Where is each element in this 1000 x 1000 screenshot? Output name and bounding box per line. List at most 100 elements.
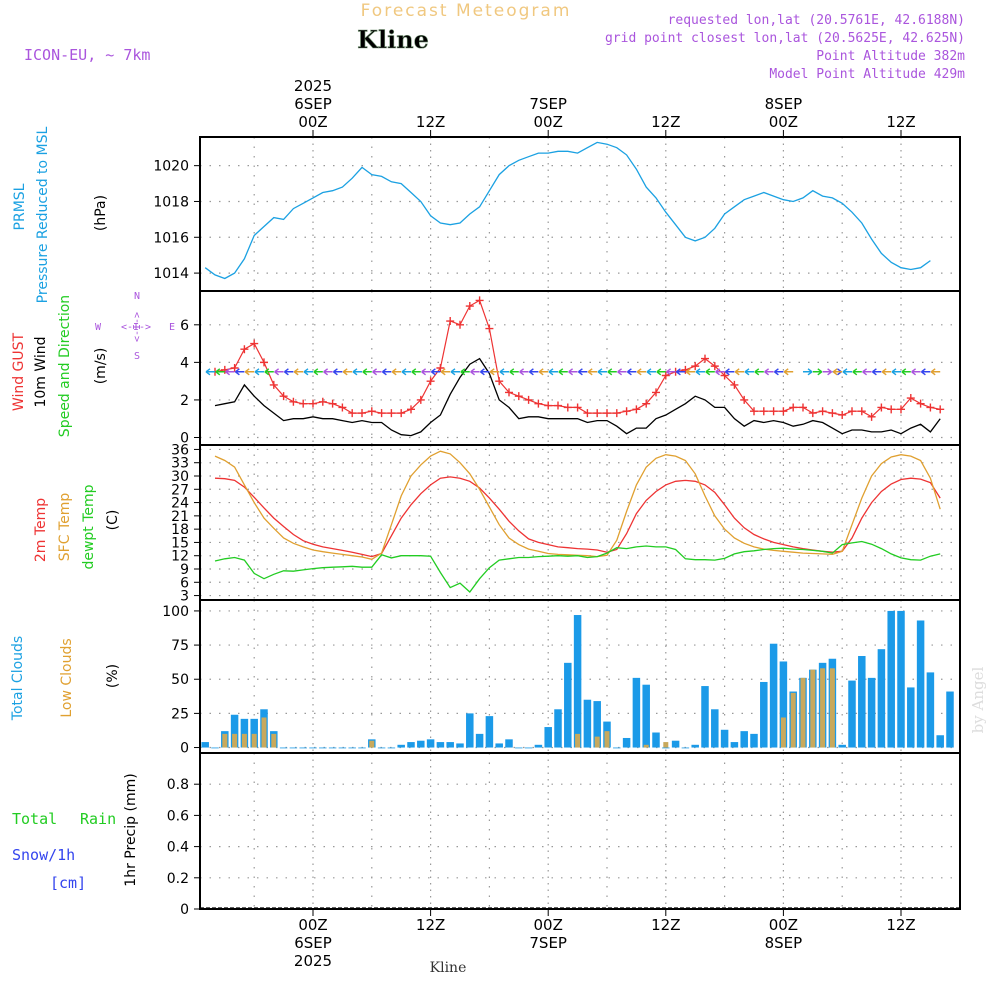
temperature-tick-label: 12	[171, 549, 189, 565]
watermark: by Angel	[969, 666, 987, 733]
gust-point	[799, 403, 807, 412]
low-cloud-bar	[780, 717, 786, 748]
gust-point	[338, 403, 347, 412]
gust-point	[367, 407, 376, 416]
wind-direction-arrow	[342, 368, 353, 376]
wind-direction-arrow	[891, 368, 901, 376]
wind-unit: (m/s)	[93, 348, 109, 385]
total-cloud-bar	[544, 727, 552, 748]
wind-direction-arrow	[754, 368, 764, 376]
wind-direction-arrow	[822, 368, 833, 376]
wind-direction-arrow	[254, 368, 264, 376]
total-cloud-bar	[652, 732, 660, 748]
wind-direction-arrow	[538, 368, 549, 376]
temperature-tick-label: 3	[180, 589, 189, 605]
wind-direction-arrow	[430, 368, 441, 376]
total-cloud-bar	[319, 747, 327, 749]
compass-west: W	[95, 322, 102, 333]
temperature-tick-label: 24	[171, 496, 189, 512]
total-cloud-bar	[377, 747, 386, 749]
gust-point	[730, 380, 739, 389]
wind-direction-arrow	[352, 368, 362, 376]
total-cloud-bar	[485, 716, 494, 748]
wind-tick-label: 4	[180, 355, 189, 371]
temperature-plot-area	[200, 445, 960, 600]
precip-labels: Total Rain Snow/1h [cm] 1hr Precip (mm)	[12, 773, 139, 892]
model-name: ICON-EU, ~ 7km	[24, 46, 150, 64]
total-cloud-bar	[230, 714, 239, 748]
wind-direction-arrow	[509, 368, 519, 376]
gust-point	[475, 296, 484, 305]
panel-frame	[199, 752, 961, 910]
total-cloud-bar	[417, 740, 425, 748]
clouds-tick-label: 75	[171, 638, 189, 654]
total-cloud-bar	[926, 672, 935, 748]
wind-direction-arrow	[470, 368, 480, 376]
bottom-time-label: 8SEP	[765, 934, 803, 952]
low-cloud-bar	[222, 733, 228, 748]
gust-point	[554, 401, 562, 410]
sfc-label: SFC Temp	[57, 493, 73, 562]
total-cloud-bar	[583, 699, 592, 748]
precip-panel: 0 0.2 0.4 0.6 0.8	[167, 753, 960, 918]
wind-direction-arrow	[881, 368, 892, 376]
clouds-series	[201, 610, 954, 749]
wind-labels: Wind GUST 10m Wind Speed and Direction (…	[11, 291, 175, 437]
wind-direction-arrow	[656, 368, 666, 376]
wind-direction-arrow	[519, 368, 529, 376]
total-cloud-bar	[887, 610, 895, 748]
wind-direction-arrow	[617, 368, 627, 376]
gust-point	[808, 409, 817, 418]
total-cloud-bar	[436, 742, 445, 748]
gust-point	[514, 392, 523, 401]
wind-speed-line	[214, 357, 941, 437]
wind-direction-arrow	[626, 368, 637, 376]
wind-direction-arrow	[528, 368, 539, 376]
gust-point	[828, 409, 837, 418]
clouds-labels: Total Clouds Low Clouds (%)	[10, 636, 121, 721]
clouds-tick-label: 100	[162, 604, 189, 620]
gust-point	[416, 395, 425, 404]
gust-point	[495, 377, 504, 386]
clouds-unit: (%)	[105, 664, 121, 688]
gust-point	[593, 409, 602, 418]
compass-east: E	[169, 322, 175, 333]
wind-direction-arrow	[372, 368, 382, 376]
total-cloud-bar	[946, 691, 954, 748]
wind-tick-label: 6	[180, 318, 189, 334]
low-cloud-bar	[232, 733, 238, 748]
gust-point	[750, 407, 758, 416]
gust-point	[691, 362, 700, 371]
gust-point	[583, 409, 592, 418]
total-cloud-bar	[593, 701, 601, 748]
wind-direction-arrow	[548, 368, 558, 376]
top-time-label: 12Z	[416, 113, 445, 131]
wind-direction-arrow	[783, 368, 794, 376]
precip-axis-label: 1hr Precip (mm)	[123, 773, 139, 886]
precip-tick-label: 0.6	[167, 808, 189, 824]
pressure-panel: 1014 1016 1018 1020	[153, 137, 960, 291]
snow-label: Snow/1h	[12, 846, 75, 864]
pressure-labels: PRMSL Pressure Reduced to MSL (hPa)	[12, 126, 109, 303]
total-cloud-bar	[426, 739, 435, 748]
wind-direction-arrow	[744, 368, 754, 376]
gust-point	[632, 405, 641, 414]
total-cloud-bar	[642, 684, 650, 748]
total-cloud-bar	[289, 747, 298, 749]
temperature-tick-label: 15	[171, 535, 189, 551]
total-cloud-bar	[495, 743, 503, 748]
rain-label-b: Rain	[80, 810, 116, 828]
total-cloud-bar	[573, 615, 582, 748]
wind-direction-arrow	[274, 368, 284, 376]
temperature-tick-label: 36	[171, 442, 189, 458]
total-cloud-bar	[328, 747, 337, 749]
wind-direction-arrow	[332, 368, 343, 376]
temperature-tick-label: 21	[171, 509, 189, 525]
low-cloud-bar	[251, 733, 257, 748]
temperature-tick-label: 18	[171, 522, 189, 538]
total-clouds-label: Total Clouds	[10, 636, 26, 721]
pressure-tick-label: 1014	[153, 266, 189, 282]
pressure-label: Pressure Reduced to MSL	[35, 126, 51, 303]
clouds-tick-label: 0	[180, 741, 189, 757]
pressure-tick-label: 1020	[153, 159, 189, 175]
